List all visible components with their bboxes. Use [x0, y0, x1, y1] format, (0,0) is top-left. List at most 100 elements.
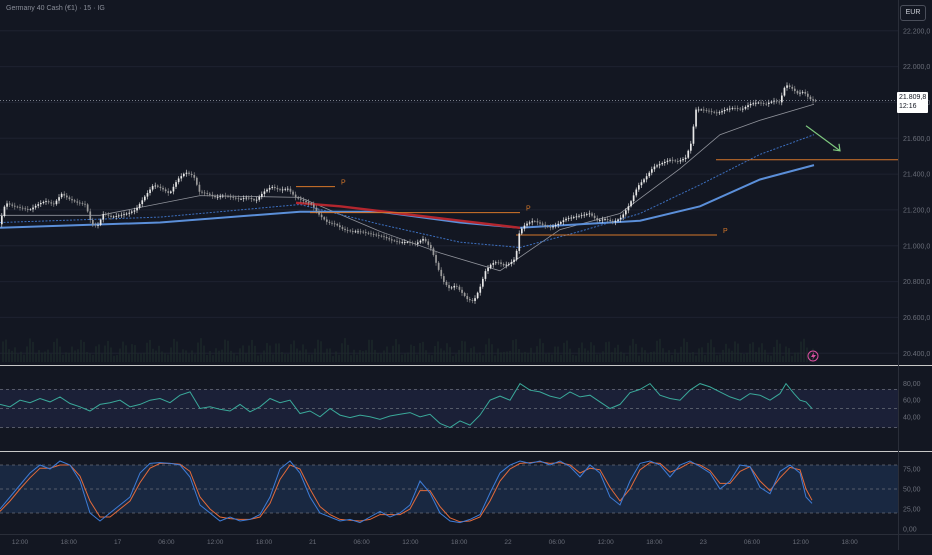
- volume-bar: [422, 341, 424, 362]
- candle-body: [71, 199, 73, 201]
- candle-body: [292, 191, 294, 195]
- candle-body: [565, 218, 567, 221]
- candle-body: [323, 217, 326, 220]
- volume-bar: [734, 341, 736, 362]
- volume-bar: [557, 346, 559, 362]
- volume-bar: [56, 338, 58, 362]
- candle-body: [40, 203, 42, 205]
- rsi-tick-label: 40,00: [903, 414, 921, 421]
- volume-bar: [662, 348, 664, 362]
- volume-bar: [407, 352, 409, 362]
- candle-body: [773, 100, 775, 102]
- candle-body: [495, 262, 497, 264]
- rsi-band: [0, 389, 898, 428]
- candle-body: [29, 209, 32, 211]
- volume-bar: [149, 339, 151, 362]
- volume-bar: [221, 349, 223, 362]
- candle-body: [734, 108, 736, 109]
- candle-body: [531, 221, 534, 223]
- candle-body: [614, 221, 617, 223]
- volume-bar: [791, 355, 793, 362]
- candle-body: [448, 285, 450, 289]
- volume-bar: [188, 353, 190, 362]
- candle-body: [593, 215, 596, 219]
- candle-body: [151, 186, 154, 190]
- currency-button[interactable]: EUR: [900, 5, 926, 21]
- volume-bar: [533, 353, 535, 362]
- candle-body: [307, 202, 310, 204]
- candle-body: [674, 160, 677, 162]
- candle-body: [401, 242, 404, 243]
- volume-bar: [647, 353, 649, 362]
- candle-body: [131, 211, 133, 213]
- volume-bar: [746, 352, 748, 362]
- volume-bar: [500, 352, 502, 362]
- candle-body: [6, 203, 8, 207]
- candle-body: [690, 143, 692, 151]
- volume-bar: [281, 351, 283, 362]
- volume-bar: [446, 343, 448, 362]
- volume-bar: [200, 338, 202, 362]
- candle-body: [297, 197, 300, 199]
- candle-body: [508, 263, 510, 265]
- volume-bar: [380, 353, 382, 362]
- candle-body: [146, 193, 149, 197]
- candle-body: [97, 224, 99, 226]
- volume-bar: [755, 351, 757, 362]
- candle-body: [476, 292, 479, 299]
- candle-body: [367, 232, 370, 234]
- volume-bar: [680, 346, 682, 362]
- candle-body: [482, 278, 484, 287]
- volume-bar: [167, 354, 169, 362]
- volume-bar: [683, 338, 685, 362]
- volume-bar: [443, 350, 445, 362]
- volume-bar: [401, 354, 403, 362]
- volume-bar: [749, 343, 751, 362]
- candle-body: [458, 286, 461, 290]
- volume-bar: [506, 351, 508, 362]
- candle-body: [513, 259, 515, 262]
- candle-body: [541, 223, 544, 225]
- volume-bar: [524, 351, 526, 362]
- candle-body: [196, 177, 198, 185]
- last-price-value: 21.809,8: [899, 94, 927, 101]
- volume-bar: [638, 355, 640, 362]
- candle-body: [554, 225, 557, 227]
- candle-body: [435, 255, 437, 263]
- candle-body: [682, 159, 684, 161]
- volume-bar: [89, 353, 91, 362]
- candle-body: [583, 214, 586, 216]
- volume-bar: [356, 354, 358, 362]
- candle-body: [807, 93, 809, 97]
- x-tick-label: 23: [700, 539, 708, 546]
- volume-bar: [236, 355, 238, 362]
- volume-bar: [101, 353, 103, 362]
- volume-bar: [299, 350, 301, 362]
- y-tick-label: 22.000,0: [903, 64, 930, 71]
- candle-body: [409, 242, 411, 243]
- candle-body: [279, 189, 281, 191]
- volume-bar: [623, 353, 625, 362]
- volume-bar: [515, 339, 517, 362]
- volume-bar: [602, 351, 604, 362]
- candle-body: [469, 299, 471, 301]
- candle-body: [445, 281, 448, 286]
- volume-bar: [41, 352, 43, 362]
- volume-bar: [92, 354, 94, 362]
- candle-body: [411, 242, 414, 244]
- candle-body: [354, 231, 357, 233]
- volume-bar: [476, 353, 478, 362]
- volume-bar: [275, 343, 277, 362]
- volume-bar: [215, 348, 217, 362]
- candle-body: [185, 172, 188, 174]
- candle-body: [768, 102, 770, 104]
- volume-bar: [20, 351, 22, 362]
- candle-body: [172, 186, 175, 192]
- candle-body: [110, 215, 112, 217]
- candle-body: [154, 185, 157, 187]
- symbol-title: Germany 40 Cash (€1) · 15 · IG: [6, 5, 105, 12]
- rsi-tick-label: 80,00: [903, 381, 921, 388]
- volume-bar: [764, 349, 766, 362]
